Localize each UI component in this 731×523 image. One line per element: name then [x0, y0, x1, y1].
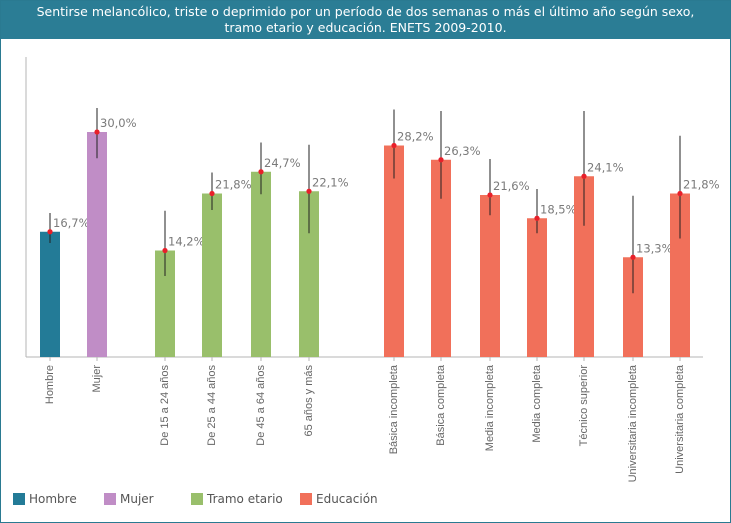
legend-label-hombre: Hombre — [29, 492, 77, 506]
tick-label-universitaria-incompleta: Universitaria incompleta — [627, 364, 639, 482]
tick-label-basica-completa: Básica completa — [435, 364, 447, 446]
point-marker-mujer — [94, 129, 100, 135]
bar-mujer — [87, 132, 107, 357]
legend-label-educacion: Educación — [316, 492, 378, 506]
tick-label-de-45-a-64-anos: De 45 a 64 años — [255, 365, 267, 446]
value-label-de-25-a-44-anos: 21,8% — [215, 178, 252, 192]
point-marker-basica-completa — [438, 157, 444, 163]
point-marker-basica-incompleta — [391, 142, 397, 149]
value-label-basica-completa: 26,3% — [444, 144, 481, 158]
value-label-media-incompleta: 21,6% — [493, 179, 530, 193]
bar-de-45-a-64-anos — [251, 171, 271, 357]
tick-label-hombre: Hombre — [44, 365, 56, 404]
bar-chart: 16,7% Hombre 30,0% Mujer 14,2% De 15 a 24 año… — [25, 57, 720, 482]
chart-title-line-2: tramo etario y educación. ENETS 2009-201… — [224, 20, 507, 35]
value-label-universitaria-incompleta: 13,3% — [636, 241, 673, 255]
tick-label-basica-incompleta: Básica incompleta — [388, 364, 400, 454]
bar-hombre — [40, 231, 60, 357]
tick-label-media-completa: Media completa — [531, 364, 543, 443]
bar-basica-incompleta — [384, 145, 404, 357]
point-marker-media-incompleta — [487, 192, 493, 198]
value-label-media-completa: 18,5% — [540, 202, 577, 216]
tick-label-65-anos-y-mas: 65 años y más — [303, 365, 315, 437]
bar-media-incompleta — [480, 195, 500, 357]
legend-label-mujer: Mujer — [120, 492, 154, 506]
bar-de-15-a-24-anos — [155, 250, 175, 357]
legend-swatch-mujer — [104, 493, 116, 505]
bar-universitaria-completa — [670, 193, 690, 357]
bar-tecnico-superior — [574, 176, 594, 357]
legend-swatch-educacion — [300, 493, 312, 505]
point-marker-65-anos-y-mas — [306, 188, 312, 194]
tick-label-de-25-a-44-anos: De 25 a 44 años — [206, 365, 218, 446]
point-marker-hombre — [47, 229, 53, 235]
value-label-de-15-a-24-anos: 14,2% — [168, 235, 205, 249]
point-marker-media-completa — [534, 215, 540, 221]
legend-swatch-tramo-etario — [191, 493, 203, 505]
value-label-basica-incompleta: 28,2% — [397, 130, 434, 144]
value-label-universitaria-completa: 21,8% — [683, 178, 720, 192]
point-marker-de-45-a-64-anos — [258, 169, 264, 175]
point-marker-universitaria-completa — [677, 190, 683, 197]
bar-universitaria-incompleta — [623, 257, 643, 357]
tick-label-de-15-a-24-anos: De 15 a 24 años — [159, 365, 171, 446]
chart-title-line-1: Sentirse melancólico, triste o deprimido… — [36, 4, 695, 19]
value-label-mujer: 30,0% — [100, 116, 137, 130]
value-label-hombre: 16,7% — [53, 216, 90, 230]
value-label-tecnico-superior: 24,1% — [587, 160, 624, 174]
point-marker-universitaria-incompleta — [630, 254, 636, 260]
bar-de-25-a-44-anos — [202, 193, 222, 357]
bar-media-completa — [527, 218, 547, 357]
tick-label-tecnico-superior: Técnico superior — [578, 365, 590, 447]
legend-label-tramo-etario: Tramo etario — [207, 492, 283, 506]
value-label-65-anos-y-mas: 22,1% — [312, 175, 349, 189]
bar-basica-completa — [431, 159, 451, 357]
legend-swatch-hombre — [13, 493, 25, 505]
tick-label-mujer: Mujer — [91, 365, 103, 393]
tick-label-media-incompleta: Media incompleta — [484, 364, 496, 451]
point-marker-tecnico-superior — [581, 173, 587, 179]
title-band: Sentirse melancólico, triste o deprimido… — [1, 1, 730, 39]
point-marker-de-25-a-44-anos — [209, 190, 215, 197]
point-marker-de-15-a-24-anos — [162, 247, 168, 254]
value-label-de-45-a-64-anos: 24,7% — [264, 156, 301, 170]
bar-65-anos-y-mas — [299, 191, 319, 357]
tick-label-universitaria-completa: Universitaria completa — [674, 364, 686, 474]
